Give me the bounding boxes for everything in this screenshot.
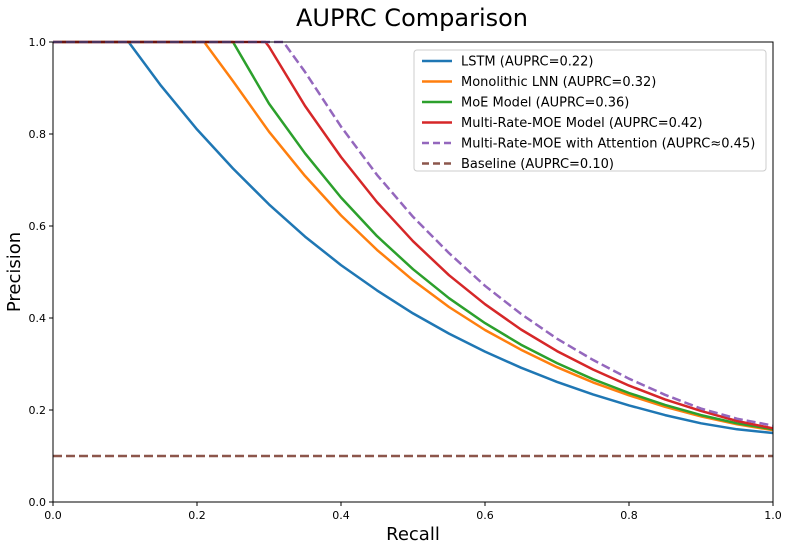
y-tick-label: 0.0	[29, 496, 47, 509]
x-tick-label: 0.6	[476, 509, 494, 522]
x-tick-label: 0.2	[188, 509, 206, 522]
legend-label: LSTM (AUPRC=0.22)	[461, 55, 593, 70]
x-axis-ticks: 0.0 0.2 0.4 0.6 0.8 1.0	[44, 502, 782, 522]
legend-label: Multi-Rate-MOE Model (AUPRC=0.42)	[461, 116, 703, 131]
y-tick-label: 1.0	[29, 36, 47, 49]
legend: LSTM (AUPRC=0.22) Monolithic LNN (AUPRC=0…	[413, 49, 767, 172]
legend-box	[413, 49, 767, 172]
plot-frame	[52, 41, 774, 503]
y-tick-label: 0.4	[29, 312, 47, 325]
y-tick-label: 0.8	[29, 128, 47, 141]
series-line-4	[53, 40, 774, 427]
series-line-3	[53, 40, 774, 430]
x-tick-label: 0.8	[620, 509, 638, 522]
y-axis-label: Precision	[4, 232, 25, 312]
y-tick-label: 0.6	[29, 220, 47, 233]
legend-label: Baseline (AUPRC=0.10)	[461, 157, 614, 172]
y-tick-label: 0.2	[29, 404, 47, 417]
plot-lines	[53, 40, 774, 458]
x-tick-label: 0.4	[332, 509, 350, 522]
x-tick-label: 0.0	[44, 509, 62, 522]
series-line-2	[53, 40, 774, 431]
x-tick-label: 1.0	[764, 509, 782, 522]
y-axis-ticks: 0.0 0.2 0.4 0.6 0.8 1.0	[29, 36, 53, 509]
x-axis-label: Recall	[386, 524, 440, 545]
legend-label: Multi-Rate-MOE with Attention (AUPRC≈0.4…	[461, 137, 755, 152]
legend-label: Monolithic LNN (AUPRC=0.32)	[461, 75, 656, 90]
chart-title: AUPRC Comparison	[296, 4, 528, 32]
series-line-1	[53, 40, 774, 432]
legend-label: MoE Model (AUPRC=0.36)	[461, 96, 629, 111]
series-line-0	[53, 40, 774, 435]
